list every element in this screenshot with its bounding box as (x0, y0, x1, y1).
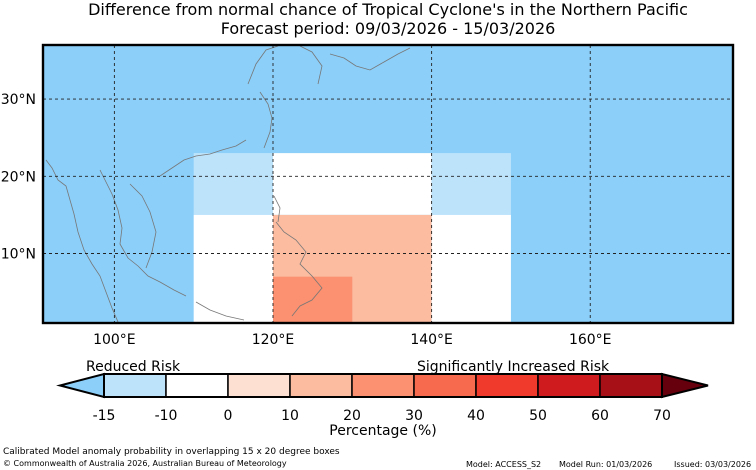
colorbar-segment-0 (103, 373, 167, 398)
lon-tick-label: 120°E (252, 332, 295, 348)
lat-tick-label: 10°N (1, 247, 36, 263)
colorbar-tick-label: 0 (224, 408, 233, 424)
anomaly-box-5 (431, 214, 511, 323)
anomaly-box-1 (273, 153, 432, 215)
anomaly-box-0 (193, 153, 273, 215)
reduced-risk-label: Reduced Risk (86, 359, 181, 375)
colorbar: Reduced Risk Significantly Increased Risk… (56, 359, 709, 439)
colorbar-tick-label: -15 (93, 408, 116, 424)
map-area: 100°E 120°E 140°E 160°E 10°N 20°N 30°N (1, 43, 735, 348)
lon-tick-label: 160°E (569, 332, 612, 348)
lat-tick-label: 30°N (1, 92, 36, 108)
lon-tick-label: 100°E (93, 332, 136, 348)
colorbar-under-triangle (56, 372, 105, 399)
colorbar-tick-label: 70 (653, 408, 671, 424)
colorbar-segment-7 (537, 373, 601, 398)
colorbar-frame (103, 373, 663, 398)
anomaly-box-3 (193, 214, 273, 323)
anomaly-box-2 (431, 153, 511, 215)
colorbar-tick-label: 40 (467, 408, 485, 424)
colorbar-tick-label: 60 (591, 408, 609, 424)
colorbar-segment-8 (599, 373, 663, 398)
colorbar-segment-5 (413, 373, 477, 398)
map-frame (41, 43, 735, 325)
colorbar-tick-label: 10 (281, 408, 299, 424)
colorbar-axis-label: Percentage (%) (329, 423, 436, 439)
colorbar-segment-1 (165, 373, 229, 398)
lon-tick-label: 140°E (410, 332, 453, 348)
copyright: © Commonwealth of Australia 2026, Austra… (3, 459, 287, 468)
colorbar-segment-6 (475, 373, 539, 398)
colorbar-tick-label: -10 (155, 408, 178, 424)
forecast-period: Forecast period: 09/03/2026 - 15/03/2026 (220, 19, 556, 38)
issued-date: Issued: 03/03/2026 (674, 460, 752, 469)
colorbar-tick-label: 50 (529, 408, 547, 424)
model-run: Model Run: 01/03/2026 (559, 460, 653, 469)
lat-tick-label: 20°N (1, 169, 36, 185)
model-name: Model: ACCESS_S2 (466, 460, 542, 469)
colorbar-segment-2 (227, 373, 291, 398)
map-title: Difference from normal chance of Tropica… (88, 0, 688, 19)
footer-note: Calibrated Model anomaly probability in … (3, 447, 340, 457)
coastline-outlines (45, 45, 411, 323)
grid-lines (43, 45, 733, 323)
colorbar-segment-3 (289, 373, 353, 398)
colorbar-over-triangle (661, 372, 709, 399)
colorbar-tick-label: 20 (343, 408, 361, 424)
colorbar-tick-label: 30 (405, 408, 423, 424)
increased-risk-label: Significantly Increased Risk (417, 359, 610, 375)
colorbar-segment-4 (351, 373, 415, 398)
